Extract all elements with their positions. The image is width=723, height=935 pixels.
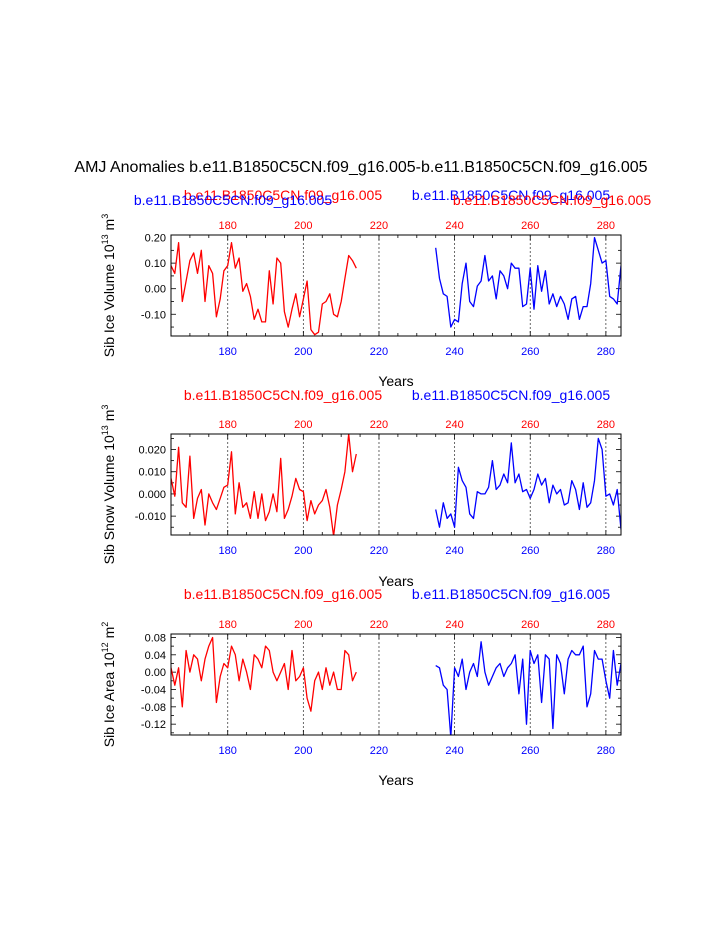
y-tick-label: -0.12 [141,719,166,731]
x-tick-label-top: 200 [294,619,312,631]
panel-1: 0.20 0.10 0.00 -0.10 180 180 200 200 220 220 240 24… [100,187,651,389]
x-tick-label-bottom: 240 [445,346,463,358]
y-tick-label: 0.000 [138,489,166,501]
x-axis-label: Years [378,373,413,389]
x-tick-label-top: 260 [521,619,539,631]
x-tick-label-top: 260 [521,220,539,232]
series-line-2 [435,641,621,735]
series-line-1 [171,242,357,336]
plot-frame [170,433,622,536]
x-tick-label-bottom: 200 [294,745,312,757]
x-tick-label-bottom: 260 [521,545,539,557]
x-tick-label-top: 240 [445,619,463,631]
x-tick-label-bottom: 240 [445,545,463,557]
x-tick-label-top: 200 [294,220,312,232]
x-tick-label-top: 280 [597,220,615,232]
x-tick-label-bottom: 200 [294,346,312,358]
series-line-1 [171,434,357,535]
x-tick-label-top: 220 [370,419,388,431]
y-tick-label: 0.10 [145,258,166,270]
y-axis-label-unit: m [101,627,117,643]
x-tick-label-bottom: 240 [445,745,463,757]
x-tick-label-top: 240 [445,220,463,232]
y-axis-label-unit-exp: 3 [100,405,110,410]
y-tick-label: -0.10 [141,309,166,321]
y-axis-label-unit-exp: 2 [100,622,110,627]
plot-frame [170,234,622,337]
x-tick-label-top: 200 [294,419,312,431]
x-tick-label-bottom: 260 [521,745,539,757]
x-tick-label-top: 260 [521,419,539,431]
y-tick-label: 0.08 [145,632,166,644]
y-tick-label: 0.00 [145,284,166,296]
panel-title-left-overlap: b.e11.B1850C5CN.f09_g16.005 [134,192,332,208]
panel-title-left: b.e11.B1850C5CN.f09_g16.005 [184,187,382,203]
y-axis-label-text: Sib Ice Area 10 [101,652,117,747]
y-axis-label-unit: m [101,410,117,426]
y-tick-label: 0.020 [138,445,166,457]
panels: 0.20 0.10 0.00 -0.10 180 180 200 200 220 220 240 24… [100,187,651,788]
x-tick-label-bottom: 180 [219,545,237,557]
x-tick-label-bottom: 220 [370,745,388,757]
y-axis-label-text: Sib Ice Volume 10 [101,244,117,357]
panel-title-left: b.e11.B1850C5CN.f09_g16.005 [184,586,382,602]
figure-title: AMJ Anomalies b.e11.B1850C5CN.f09_g16.00… [74,159,647,176]
series-line-2 [435,236,621,328]
panel-3: 0.08 0.04 0.00 -0.04 -0.08 -0.12 180 180 200 200 2… [100,586,622,788]
panel-title-left: b.e11.B1850C5CN.f09_g16.005 [184,387,382,403]
x-axis-label: Years [378,573,413,589]
x-tick-label-top: 180 [219,619,237,631]
panel-title-right: b.e11.B1850C5CN.f09_g16.005 [412,586,610,602]
y-tick-label: -0.08 [141,702,166,714]
x-tick-label-bottom: 260 [521,346,539,358]
x-tick-label-bottom: 280 [597,745,615,757]
plot-frame [170,633,622,736]
x-tick-label-top: 180 [219,220,237,232]
x-tick-label-top: 280 [597,419,615,431]
x-tick-label-top: 220 [370,619,388,631]
x-tick-label-top: 240 [445,419,463,431]
x-tick-label-bottom: 220 [370,545,388,557]
series-line-2 [435,437,621,530]
series-line-1 [171,636,357,712]
y-axis-label-text: Sib Snow Volume 10 [101,435,117,564]
panel-title-right-overlap: b.e11.B1850C5CN.f09_g16.005 [453,192,651,208]
panel-2: 0.020 0.010 0.000 -0.010 180 180 200 200 220 220 2… [100,387,622,589]
x-tick-label-bottom: 180 [219,745,237,757]
y-tick-label: -0.010 [135,511,166,523]
y-axis-label: Sib Ice Volume 1013 m3 [100,214,117,357]
x-tick-label-top: 280 [597,619,615,631]
y-axis-label-exp: 12 [100,642,110,652]
x-tick-label-bottom: 220 [370,346,388,358]
y-tick-label: 0.010 [138,467,166,479]
y-axis-label-unit: m [101,219,117,235]
x-axis-label: Years [378,772,413,788]
x-tick-label-bottom: 180 [219,346,237,358]
x-tick-label-top: 220 [370,220,388,232]
y-axis-label-exp: 13 [100,425,110,435]
x-tick-label-bottom: 280 [597,346,615,358]
y-axis-label: Sib Ice Area 1012 m2 [100,622,117,748]
y-axis-label-exp: 13 [100,234,110,244]
panel-title-right: b.e11.B1850C5CN.f09_g16.005 [412,387,610,403]
panel-title-right: b.e11.B1850C5CN.f09_g16.005 [412,187,610,203]
x-tick-label-bottom: 280 [597,545,615,557]
x-tick-label-bottom: 200 [294,545,312,557]
y-axis-label-unit-exp: 3 [100,214,110,219]
y-tick-label: -0.04 [141,684,166,696]
x-tick-label-top: 180 [219,419,237,431]
y-tick-label: 0.20 [145,233,166,245]
y-tick-label: 0.04 [145,650,166,662]
y-axis-label: Sib Snow Volume 1013 m3 [100,405,117,565]
y-tick-label: 0.00 [145,667,166,679]
